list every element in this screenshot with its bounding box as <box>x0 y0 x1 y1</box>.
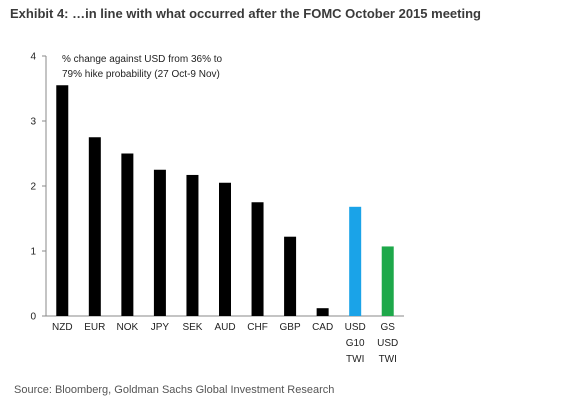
bar <box>219 182 231 316</box>
x-tick-label: TWI <box>346 354 364 365</box>
x-tick-label: NZD <box>52 322 73 333</box>
x-tick-label: EUR <box>84 322 105 333</box>
bar <box>56 85 69 316</box>
y-tick-label: 2 <box>30 182 36 193</box>
x-tick-label: JPY <box>151 322 170 333</box>
x-tick-label: TWI <box>379 354 397 365</box>
y-tick-label: 1 <box>30 247 36 258</box>
bar <box>381 246 394 316</box>
bar <box>251 202 264 316</box>
x-tick-label: GBP <box>280 322 301 333</box>
x-tick-label: NOK <box>117 322 139 333</box>
bar <box>349 206 362 316</box>
x-tick-label: AUD <box>214 322 235 333</box>
y-tick-label: 4 <box>30 52 36 63</box>
y-tick-label: 3 <box>30 117 36 128</box>
chart-annotation-line: % change against USD from 36% to <box>62 54 223 65</box>
bar <box>88 137 101 316</box>
bar <box>316 308 329 316</box>
x-tick-label: SEK <box>182 322 202 333</box>
bar <box>284 236 297 316</box>
x-tick-label: USD <box>377 338 398 349</box>
bar <box>153 169 166 316</box>
source-note: Source: Bloomberg, Goldman Sachs Global … <box>14 384 335 396</box>
x-tick-label: CHF <box>247 322 268 333</box>
x-tick-label: USD <box>345 322 366 333</box>
bar <box>186 174 199 316</box>
chart-title: Exhibit 4: …in line with what occurred a… <box>10 6 481 21</box>
chart-annotation-line: 79% hike probability (27 Oct-9 Nov) <box>62 69 220 80</box>
y-tick-label: 0 <box>30 312 36 323</box>
x-tick-label: GS <box>381 322 396 333</box>
x-tick-label: G10 <box>346 338 365 349</box>
bar <box>121 153 134 316</box>
x-tick-label: CAD <box>312 322 333 333</box>
